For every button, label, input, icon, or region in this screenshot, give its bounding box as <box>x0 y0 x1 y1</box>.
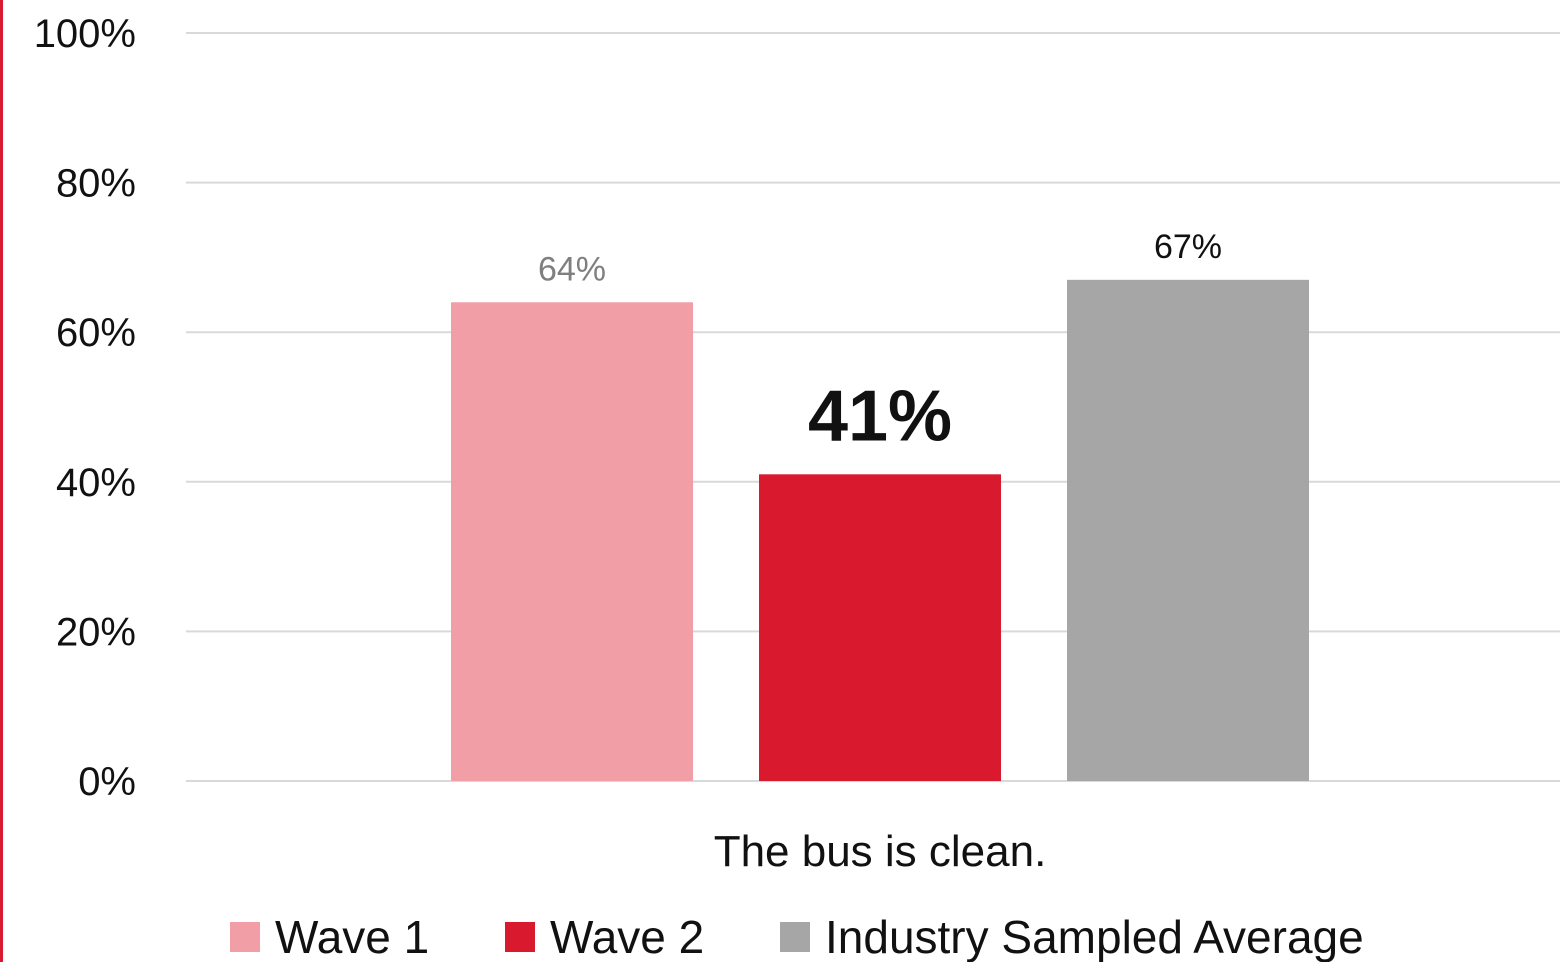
data-label-wave-2: 41% <box>808 376 952 456</box>
gridlines <box>186 32 1560 782</box>
y-tick-label: 100% <box>34 12 136 56</box>
data-label-industry-sampled-average: 67% <box>1154 228 1222 266</box>
legend-label: Wave 2 <box>550 911 704 962</box>
bar-industry-sampled-average <box>1067 279 1309 781</box>
left-accent-rule <box>0 0 3 962</box>
bar-wave-2 <box>759 474 1001 781</box>
y-tick-label: 20% <box>56 610 136 654</box>
legend-label: Wave 1 <box>275 911 429 962</box>
bar-wave-1 <box>451 302 693 781</box>
data-label-wave-1: 64% <box>538 250 606 288</box>
y-tick-label: 40% <box>56 461 136 505</box>
y-tick-label: 0% <box>78 760 136 804</box>
y-axis-ticks: 0% 20% 40% 60% 80% 100% <box>34 12 136 804</box>
legend-swatch <box>505 922 535 952</box>
legend-swatch <box>780 922 810 952</box>
legend-label: Industry Sampled Average <box>825 911 1364 962</box>
category-label: The bus is clean. <box>714 827 1047 876</box>
bars <box>451 279 1309 781</box>
legend: Wave 1 Wave 2 Industry Sampled Average <box>230 911 1364 962</box>
data-labels: 64% 41% 67% <box>538 228 1222 456</box>
legend-swatch <box>230 922 260 952</box>
y-tick-label: 80% <box>56 162 136 206</box>
y-tick-label: 60% <box>56 311 136 355</box>
